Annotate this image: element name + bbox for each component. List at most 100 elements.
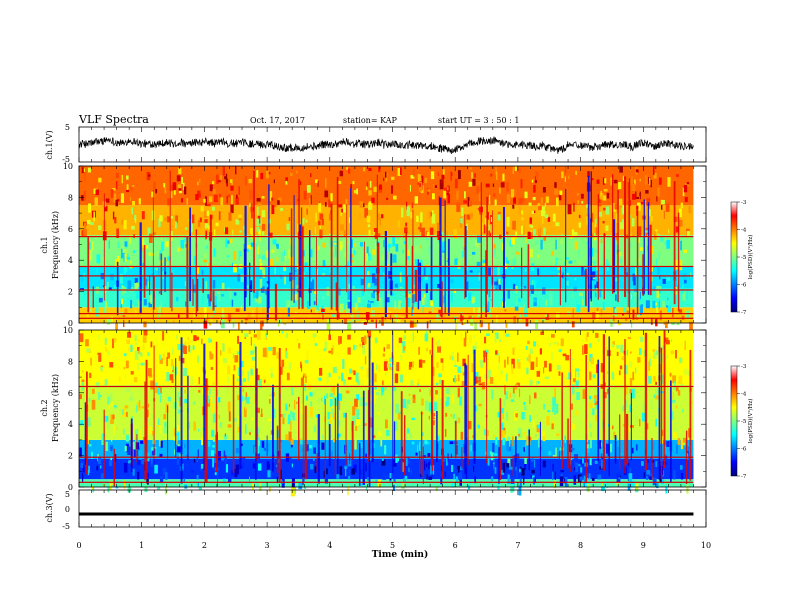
spectrogram-speckle bbox=[249, 476, 250, 482]
spectrogram-speckle bbox=[537, 203, 541, 208]
spectrogram-speckle bbox=[159, 354, 162, 360]
spectrogram-speckle bbox=[564, 435, 566, 443]
spectrogram-speckle bbox=[227, 313, 232, 322]
spectrogram-streak bbox=[250, 280, 253, 292]
spectrogram-speckle bbox=[147, 352, 150, 356]
spectrogram-streak bbox=[587, 175, 590, 313]
spectrogram-speckle bbox=[533, 341, 537, 347]
spectrogram-speckle bbox=[375, 291, 378, 300]
spectrogram-speckle bbox=[435, 486, 438, 491]
spectrogram-speckle bbox=[177, 409, 181, 414]
spectrogram-streak bbox=[617, 190, 619, 303]
spectrogram-speckle bbox=[243, 378, 246, 382]
spectrogram-speckle bbox=[662, 279, 666, 284]
spectrogram-speckle bbox=[254, 393, 256, 404]
spectrogram-speckle bbox=[196, 474, 199, 480]
spectrogram-speckle bbox=[671, 410, 673, 420]
spectrogram-speckle bbox=[361, 321, 365, 323]
spectrogram-speckle bbox=[282, 414, 285, 425]
spectrogram-speckle bbox=[510, 189, 515, 198]
spectrogram-speckle bbox=[261, 408, 263, 415]
spectrogram-speckle bbox=[178, 355, 181, 361]
spectrogram-speckle bbox=[286, 300, 291, 308]
spectrogram-speckle bbox=[440, 477, 443, 485]
spectrogram-speckle bbox=[197, 220, 201, 228]
spectrogram-speckle bbox=[146, 478, 149, 485]
spectrogram-speckle bbox=[367, 300, 370, 303]
spectrogram-streak bbox=[203, 343, 206, 470]
spectrogram-speckle bbox=[156, 342, 158, 352]
spectrogram-speckle bbox=[233, 365, 236, 371]
spectrogram-speckle bbox=[250, 337, 252, 346]
spectrogram-speckle bbox=[125, 360, 129, 369]
spectrogram-speckle bbox=[613, 179, 618, 184]
spectrogram-speckle bbox=[400, 167, 402, 176]
spectrogram-speckle bbox=[339, 466, 343, 476]
spectrogram-speckle bbox=[288, 456, 292, 461]
spectrogram-speckle bbox=[285, 351, 288, 359]
spectrogram-speckle bbox=[338, 204, 343, 208]
spectrogram-speckle bbox=[177, 344, 181, 350]
spectrogram-speckle bbox=[648, 209, 651, 217]
spectrogram-speckle bbox=[130, 299, 133, 309]
spectrogram-speckle bbox=[268, 347, 273, 351]
spectrogram-speckle bbox=[429, 227, 434, 235]
spectrogram-speckle bbox=[506, 216, 510, 227]
spectrogram-speckle bbox=[176, 424, 180, 431]
spectrogram-speckle bbox=[427, 189, 431, 192]
spectrogram-speckle bbox=[535, 280, 537, 285]
spectrogram-speckle bbox=[134, 218, 137, 224]
colorbar-tick-label: -7 bbox=[741, 310, 747, 316]
spectrogram-speckle bbox=[639, 178, 641, 182]
spectrogram-speckle bbox=[471, 172, 473, 179]
spectrogram-speckle bbox=[327, 421, 331, 426]
spectrogram-speckle bbox=[178, 188, 182, 191]
spectrogram-speckle bbox=[411, 306, 413, 316]
spectrogram-speckle bbox=[148, 426, 152, 434]
spectrogram-speckle bbox=[106, 348, 109, 354]
spectrogram-speckle bbox=[385, 372, 387, 376]
spectrogram-streak bbox=[467, 354, 469, 466]
spectrogram-speckle bbox=[230, 204, 234, 214]
spectrogram-speckle bbox=[640, 201, 644, 205]
spectrogram-speckle bbox=[367, 283, 371, 288]
spectrogram-streak bbox=[217, 431, 218, 487]
spectrogram-speckle bbox=[631, 226, 636, 237]
spectrogram-speckle bbox=[342, 239, 345, 248]
spectrogram-speckle bbox=[554, 388, 556, 398]
x-tick-label: 7 bbox=[515, 541, 520, 550]
spectrogram-speckle bbox=[604, 432, 606, 439]
spectrogram-speckle bbox=[126, 189, 130, 193]
spectrogram-speckle bbox=[562, 353, 567, 357]
spectrogram-speckle bbox=[142, 262, 145, 267]
spectrogram-speckle bbox=[159, 358, 163, 364]
spectrogram-speckle bbox=[210, 315, 213, 319]
spectrogram-speckle bbox=[651, 460, 654, 463]
spectrogram-speckle bbox=[148, 411, 150, 419]
spectrogram-speckle bbox=[529, 217, 532, 224]
spectrogram-speckle bbox=[540, 206, 545, 217]
spectrogram-speckle bbox=[110, 447, 113, 453]
spectrogram-speckle bbox=[86, 348, 91, 353]
spectrogram-speckle bbox=[530, 232, 533, 239]
spectrogram-speckle bbox=[630, 176, 634, 185]
spectrogram-speckle bbox=[498, 370, 501, 379]
start-time-label: start UT = 3 : 50 : 1 bbox=[438, 116, 519, 125]
spectrogram-speckle bbox=[581, 258, 585, 266]
spectrogram-speckle bbox=[637, 226, 642, 236]
spectrogram-speckle bbox=[338, 393, 342, 401]
spectrogram-speckle bbox=[649, 177, 651, 185]
spectrogram-speckle bbox=[145, 415, 150, 422]
spectrogram-speckle bbox=[269, 258, 273, 266]
spectrogram-speckle bbox=[536, 424, 540, 433]
spectrogram-speckle bbox=[434, 416, 436, 419]
spectrogram-speckle bbox=[533, 210, 536, 213]
spectrogram-speckle bbox=[259, 278, 263, 288]
spectrogram-streak bbox=[486, 352, 488, 464]
spectrogram-speckle bbox=[110, 456, 112, 462]
spectrogram-speckle bbox=[537, 254, 540, 259]
spectrogram-speckle bbox=[540, 239, 543, 250]
spectrogram-speckle bbox=[110, 316, 113, 323]
spectrogram-speckle bbox=[318, 220, 321, 226]
spectrogram-speckle bbox=[635, 169, 639, 173]
